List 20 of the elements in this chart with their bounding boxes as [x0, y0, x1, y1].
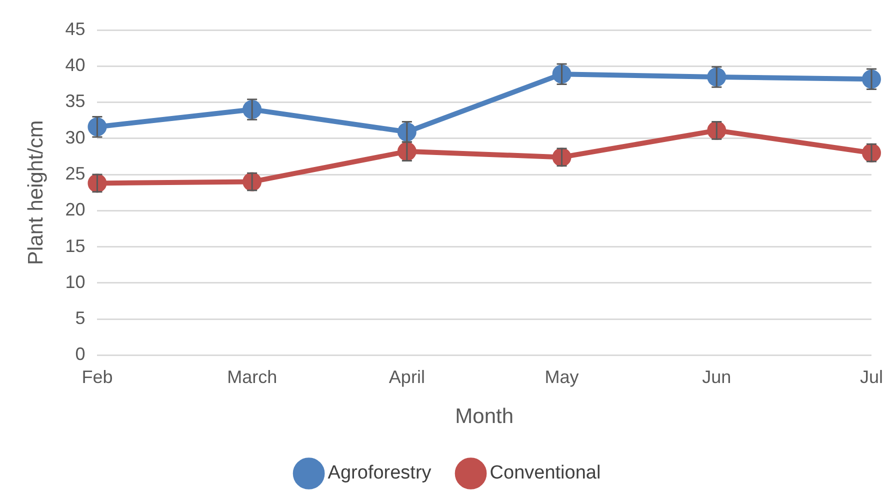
y-tick-label: 45 — [65, 18, 86, 39]
x-tick-label: Feb — [82, 366, 113, 387]
y-tick-label: 10 — [65, 272, 86, 292]
y-tick-label: 40 — [65, 55, 86, 76]
legend-label: Conventional — [490, 462, 601, 484]
y-tick-label: 20 — [65, 200, 86, 220]
y-tick-label: 15 — [65, 236, 86, 256]
y-tick-label: 30 — [65, 127, 86, 148]
x-tick-label: Jun — [702, 366, 732, 387]
x-tick-label: April — [388, 366, 425, 387]
y-tick-label: 0 — [75, 344, 86, 364]
x-axis-title: Month — [455, 405, 514, 428]
x-tick-label: May — [544, 366, 579, 387]
y-axis-title: Plant height/cm — [24, 120, 48, 265]
x-tick-label: Jul — [860, 366, 884, 387]
legend-label: Agroforestry — [328, 462, 432, 484]
x-tick-label: March — [227, 366, 278, 387]
y-tick-label: 5 — [75, 308, 86, 328]
y-tick-label: 25 — [65, 164, 86, 184]
y-tick-label: 35 — [65, 91, 86, 112]
